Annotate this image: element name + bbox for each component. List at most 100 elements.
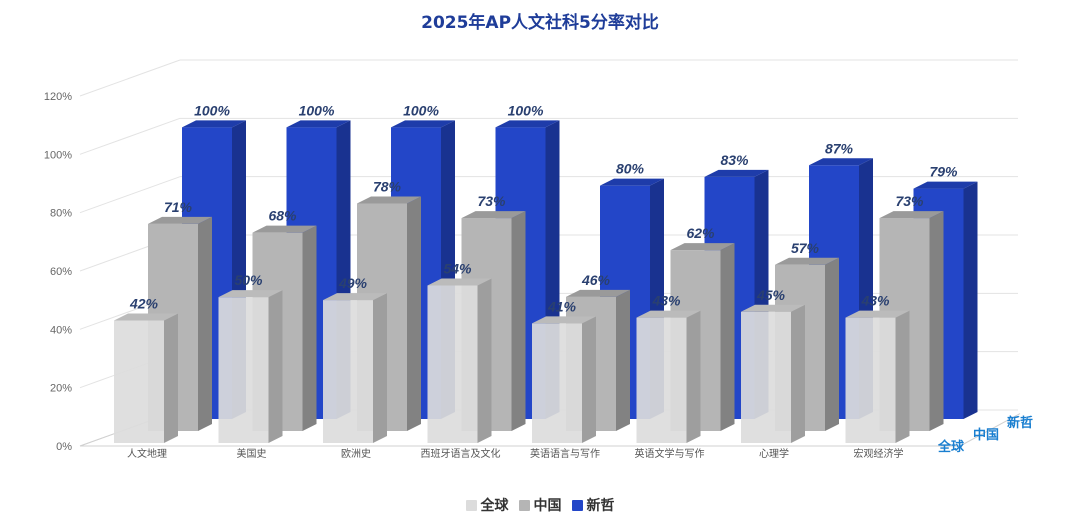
- y-tick-label: 100%: [44, 149, 72, 161]
- y-tick-label: 20%: [50, 383, 72, 395]
- y-tick-label: 0%: [56, 441, 72, 453]
- bar-global: [218, 297, 269, 443]
- data-label: 43%: [651, 293, 681, 309]
- bar-global-side: [686, 310, 701, 443]
- data-label: 100%: [508, 102, 544, 118]
- data-label: 87%: [825, 140, 854, 156]
- bar-global: [532, 323, 582, 443]
- bar-global-top: [532, 316, 596, 324]
- bar-global-side: [582, 316, 596, 443]
- bar-global-side: [477, 278, 492, 443]
- bar-global: [741, 311, 791, 443]
- legend-swatch: [518, 500, 530, 511]
- legend: 全球 中国 新哲: [0, 495, 1080, 515]
- data-label: 73%: [895, 193, 924, 209]
- legend-label: 全球: [480, 498, 509, 514]
- bar-xinzhe-top: [600, 178, 664, 186]
- bar-xinzhe-top: [286, 120, 351, 128]
- bar-global-side: [895, 310, 910, 443]
- bar-china-side: [407, 196, 421, 431]
- bar-china-side: [511, 211, 526, 431]
- x-tick-label: 欧洲史: [341, 448, 371, 460]
- legend-label: 中国: [533, 498, 562, 514]
- bar-global: [114, 320, 164, 443]
- data-label: 62%: [686, 225, 715, 241]
- bar-global-side: [373, 293, 387, 443]
- y-tick-label: 80%: [50, 208, 72, 220]
- floor-edge: [959, 413, 1021, 447]
- data-label: 83%: [720, 152, 749, 168]
- bar-china-side: [616, 289, 630, 431]
- bar-china-top: [670, 243, 735, 251]
- data-label: 43%: [860, 293, 890, 309]
- bar-china-top: [148, 216, 212, 224]
- x-tick-label: 美国史: [237, 447, 267, 460]
- bar-xinzhe-top: [495, 120, 560, 128]
- data-label: 79%: [929, 164, 958, 180]
- data-label: 100%: [299, 102, 335, 118]
- x-tick-label: 宏观经济学: [854, 447, 904, 460]
- bar-global: [636, 317, 687, 443]
- bar-global-side: [791, 304, 805, 443]
- data-label: 49%: [338, 275, 368, 291]
- bar-global-top: [114, 313, 178, 321]
- bar-xinzhe-top: [704, 169, 769, 177]
- y-tick-label: 60%: [50, 266, 72, 278]
- bar-global: [323, 300, 373, 443]
- bar-china-top: [879, 211, 944, 219]
- legend-swatch: [571, 500, 583, 511]
- legend-item[interactable]: 全球: [465, 495, 509, 515]
- y-tick-label: 40%: [50, 324, 72, 336]
- bar-global-top: [741, 304, 805, 312]
- data-label: 80%: [616, 161, 645, 177]
- bar-global: [845, 317, 896, 443]
- bar-china-top: [461, 211, 526, 219]
- bar-global-top: [218, 290, 283, 298]
- bar-china-side: [825, 257, 839, 431]
- bar-china-top: [357, 196, 421, 204]
- legend-item[interactable]: 新哲: [571, 495, 615, 515]
- chart-title: 2025年AP人文社科5分率对比: [421, 13, 659, 33]
- legend-swatch: [465, 500, 477, 511]
- bar-xinzhe-top: [913, 181, 978, 189]
- data-label: 57%: [791, 240, 820, 256]
- bar-global-top: [636, 310, 701, 318]
- data-label: 46%: [581, 272, 611, 288]
- gridline: [79, 59, 181, 97]
- y-tick-label: 120%: [44, 91, 72, 103]
- series-axis-label: 新哲: [1007, 415, 1033, 431]
- data-label: 78%: [373, 179, 402, 195]
- bar-xinzhe-top: [391, 120, 455, 128]
- data-label: 50%: [234, 272, 263, 288]
- bar-china-top: [775, 257, 839, 265]
- bar-xinzhe-top: [809, 158, 873, 166]
- x-tick-label: 英语语言与写作: [530, 447, 600, 460]
- data-label: 68%: [268, 208, 297, 224]
- x-tick-label: 心理学: [759, 447, 789, 460]
- gridline: [79, 176, 181, 214]
- legend-item[interactable]: 中国: [518, 495, 562, 515]
- bar-global: [427, 285, 478, 443]
- bar-china-side: [302, 225, 317, 431]
- bar-global-side: [268, 290, 283, 443]
- bar-china-top: [566, 289, 630, 297]
- bar-global-top: [845, 310, 910, 318]
- x-tick-label: 西班牙语言及文化: [421, 447, 501, 460]
- data-label: 45%: [756, 287, 786, 303]
- gridline: [79, 117, 181, 155]
- bar-china-side: [929, 211, 944, 431]
- series-axis-label: 中国: [973, 427, 999, 443]
- data-label: 73%: [477, 193, 506, 209]
- bar-global-top: [427, 278, 492, 286]
- bar-xinzhe-side: [963, 181, 978, 419]
- bar-china-top: [252, 225, 317, 233]
- bar-global-top: [323, 293, 387, 301]
- data-label: 41%: [547, 298, 577, 314]
- bar-xinzhe-top: [182, 120, 246, 128]
- data-label: 100%: [194, 102, 230, 118]
- data-label: 71%: [164, 199, 193, 215]
- bar-china-side: [720, 243, 735, 431]
- bar-global-side: [164, 313, 178, 443]
- data-label: 100%: [403, 102, 439, 118]
